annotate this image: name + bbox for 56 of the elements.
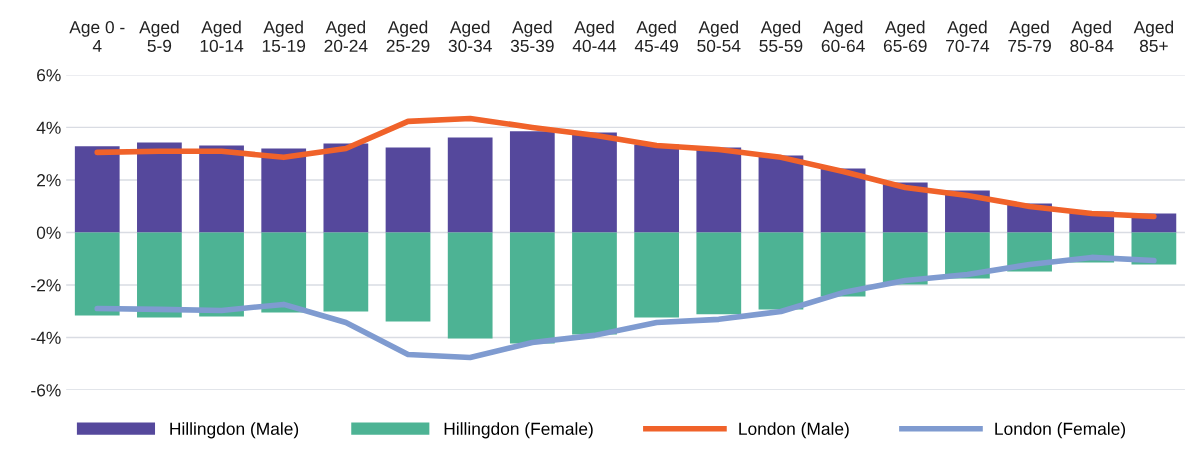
bar — [634, 232, 680, 318]
x-tick-label: Aged 35-39 — [510, 20, 554, 53]
x-tick-label: Aged 85+ — [1133, 20, 1174, 53]
legend-label: London (Male) — [739, 422, 849, 439]
bar — [634, 144, 680, 233]
x-tick-label: Aged 25-29 — [386, 20, 430, 53]
x-tick-label: Age 0 - 4 — [69, 21, 125, 52]
bar — [199, 232, 244, 317]
bar — [137, 232, 182, 318]
y-tick-label: -2% — [31, 279, 61, 292]
bar — [323, 232, 369, 312]
y-tick-label: 0% — [36, 226, 61, 239]
bar — [74, 232, 120, 316]
y-tick-label: 6% — [37, 69, 61, 82]
bar — [820, 168, 866, 233]
bar — [572, 232, 617, 335]
bar — [261, 232, 307, 313]
y-tick-label: 4% — [36, 121, 61, 134]
bar — [199, 145, 244, 233]
bar — [758, 155, 804, 233]
y-tick-label: -6% — [31, 384, 61, 397]
bar — [696, 232, 742, 315]
x-tick-label: Aged 10-14 — [200, 20, 244, 53]
x-tick-label: Aged 60-64 — [821, 20, 865, 53]
bar — [509, 131, 555, 233]
bar — [385, 232, 431, 322]
legend-label: Hillingdon (Male) — [170, 422, 299, 439]
bar — [882, 232, 928, 285]
y-tick-label: -4% — [31, 331, 61, 344]
bar — [261, 148, 307, 233]
x-tick-label: Aged 50-54 — [697, 20, 741, 53]
legend-label: London (Female) — [995, 422, 1126, 439]
x-tick-label: Aged 15-19 — [262, 20, 306, 53]
bar — [447, 137, 493, 233]
x-tick-label: Aged 20-24 — [324, 20, 368, 53]
bar — [696, 147, 742, 233]
x-tick-label: Aged 75-79 — [1008, 20, 1051, 53]
bar — [385, 147, 431, 233]
x-tick-label: Aged 80-84 — [1070, 20, 1114, 53]
bar — [820, 232, 866, 297]
bar — [509, 232, 555, 344]
x-tick-label: Aged 5-9 — [139, 20, 179, 53]
x-tick-label: Aged 40-44 — [572, 20, 617, 53]
x-tick-label: Aged 65-69 — [883, 20, 927, 53]
bar — [447, 232, 493, 339]
bar — [74, 146, 120, 233]
bar — [572, 132, 617, 233]
x-tick-label: Aged 70-74 — [946, 20, 990, 53]
legend-label: Hillingdon (Female) — [444, 422, 593, 439]
x-tick-label: Aged 30-34 — [448, 20, 492, 53]
x-tick-label: Aged 45-49 — [634, 20, 679, 53]
bar — [758, 232, 804, 310]
bar — [137, 142, 182, 233]
bar — [323, 143, 369, 233]
x-tick-label: Aged 55-59 — [759, 20, 803, 53]
y-tick-label: 2% — [37, 174, 61, 187]
